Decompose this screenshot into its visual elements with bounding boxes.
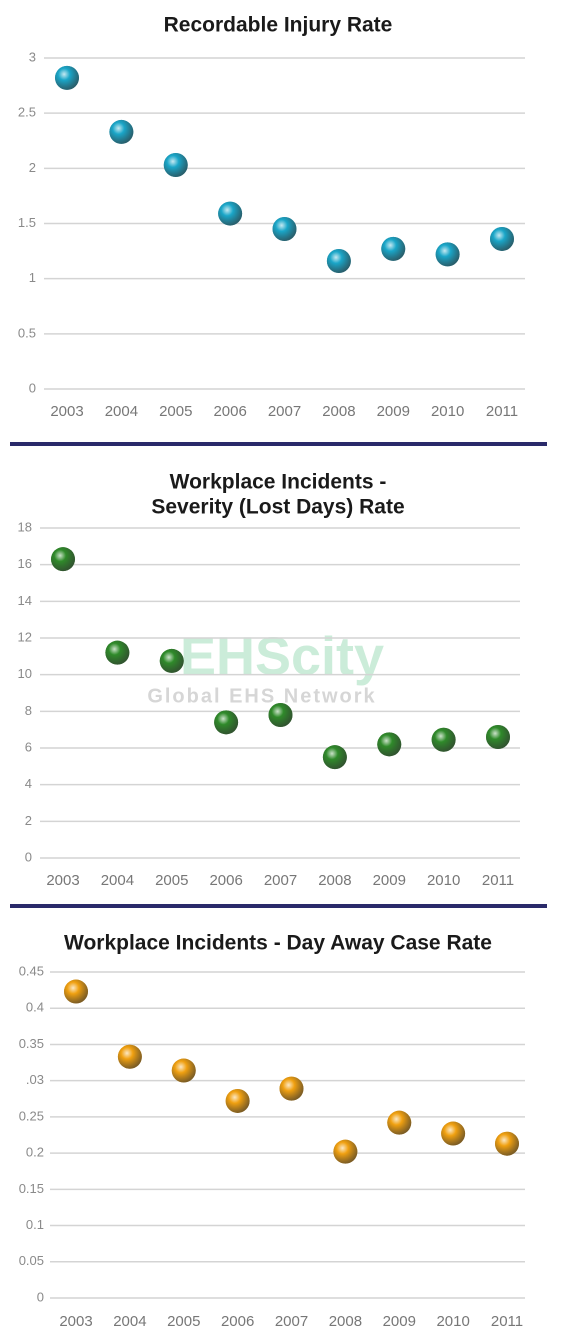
dot: [486, 725, 510, 749]
watermark: Global EHS Network: [147, 685, 376, 707]
dot: [105, 640, 130, 665]
x-tick-label: 2011: [486, 403, 518, 420]
dot: [171, 1058, 196, 1083]
x-tick-label: 2004: [105, 403, 138, 420]
chart-title: Workplace Incidents -: [170, 471, 387, 494]
x-tick-label: 2007: [275, 1313, 308, 1330]
y-tick-label: 12: [18, 629, 32, 644]
y-tick-label: 18: [18, 519, 32, 534]
y-tick-label: 2: [25, 813, 32, 828]
y-tick-label: 1: [29, 270, 36, 285]
y-tick-label: 0.05: [19, 1253, 44, 1268]
dot: [441, 1121, 466, 1146]
dot: [435, 242, 460, 267]
x-tick-label: 2003: [46, 872, 79, 889]
y-tick-label: 0.35: [19, 1036, 44, 1051]
y-tick-label: 16: [18, 556, 32, 571]
dot: [218, 201, 243, 226]
y-tick-label: 10: [18, 666, 32, 681]
y-tick-label: 14: [18, 593, 32, 608]
x-tick-label: 2011: [482, 872, 514, 889]
y-tick-label: 0.25: [19, 1108, 44, 1123]
x-tick-label: 2006: [221, 1313, 254, 1330]
y-tick-label: 0.15: [19, 1181, 44, 1196]
dot: [51, 547, 75, 572]
dot: [377, 732, 402, 757]
x-tick-label: 2006: [209, 872, 242, 889]
x-tick-label: 2005: [167, 1313, 200, 1330]
chart-title: Workplace Incidents - Day Away Case Rate: [64, 932, 492, 955]
x-tick-label: 2010: [436, 1313, 469, 1330]
x-tick-label: 2007: [264, 872, 297, 889]
chart-title: Recordable Injury Rate: [164, 14, 393, 37]
watermark: EHScity: [180, 626, 384, 686]
y-tick-label: 0.2: [26, 1145, 44, 1160]
y-tick-label: 2.5: [18, 105, 36, 120]
x-tick-label: 2010: [427, 872, 460, 889]
dot: [214, 710, 239, 735]
chart-title: Severity (Lost Days) Rate: [151, 496, 404, 519]
y-tick-label: 4: [25, 776, 32, 791]
dot: [163, 153, 188, 178]
x-tick-label: 2004: [101, 872, 134, 889]
dot: [109, 119, 134, 144]
dot: [381, 236, 406, 261]
y-tick-label: 0.5: [18, 325, 36, 340]
x-tick-label: 2004: [113, 1313, 146, 1330]
y-tick-label: 2: [29, 160, 36, 175]
x-tick-label: 2008: [329, 1313, 362, 1330]
y-tick-label: 6: [25, 739, 32, 754]
y-tick-label: 0: [25, 849, 32, 864]
dot: [159, 648, 184, 673]
y-tick-label: 0.1: [26, 1217, 44, 1232]
y-tick-label: 0.45: [19, 963, 44, 978]
x-tick-label: 2009: [383, 1313, 416, 1330]
y-tick-label: 1.5: [18, 215, 36, 230]
x-tick-label: 2003: [59, 1313, 92, 1330]
dot: [431, 727, 456, 752]
y-tick-label: 3: [29, 49, 36, 64]
dot: [322, 745, 347, 770]
x-tick-label: 2009: [373, 872, 406, 889]
dot: [279, 1076, 304, 1101]
dot: [387, 1110, 412, 1135]
x-tick-label: 2011: [491, 1313, 523, 1330]
y-tick-label: 8: [25, 703, 32, 718]
x-tick-label: 2007: [268, 403, 301, 420]
dot: [326, 249, 351, 274]
y-tick-label: 0.4: [26, 1000, 44, 1015]
x-tick-label: 2008: [318, 872, 351, 889]
dot: [225, 1088, 250, 1113]
x-tick-label: 2005: [159, 403, 192, 420]
dot: [64, 979, 88, 1004]
y-tick-label: 0: [37, 1289, 44, 1304]
dot: [268, 703, 293, 727]
x-tick-label: 2010: [431, 403, 464, 420]
x-tick-label: 2009: [377, 403, 410, 420]
x-tick-label: 2008: [322, 403, 355, 420]
y-tick-label: .03: [26, 1072, 44, 1087]
x-tick-label: 2006: [213, 403, 246, 420]
x-tick-label: 2003: [50, 403, 83, 420]
dot: [55, 65, 79, 90]
dot: [333, 1139, 358, 1164]
dot: [490, 226, 514, 251]
dot: [272, 217, 297, 242]
x-tick-label: 2005: [155, 872, 188, 889]
dot: [495, 1131, 519, 1156]
dot: [117, 1044, 142, 1069]
y-tick-label: 0: [29, 380, 36, 395]
